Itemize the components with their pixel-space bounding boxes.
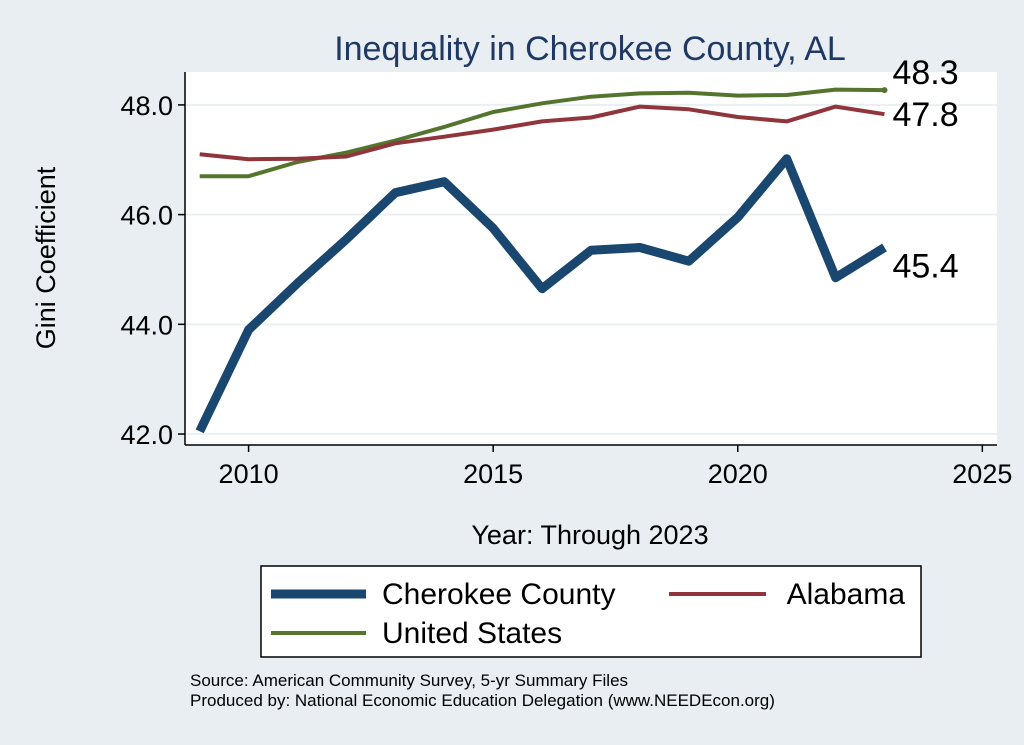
- end-labels: 45.4 47.8 48.3: [892, 54, 958, 285]
- end-label-cherokee-county: 45.4: [892, 248, 958, 286]
- series-group: [195, 87, 888, 434]
- y-tick-label: 42.0: [120, 420, 173, 450]
- x-axis-label: Year: Through 2023: [471, 520, 708, 550]
- series-line-alabama: [199, 104, 885, 162]
- series-line-cherokee-county: [195, 154, 887, 434]
- us-end-marker: [881, 87, 888, 94]
- y-tick-label: 46.0: [120, 201, 173, 231]
- x-tick-label: 2020: [708, 459, 768, 489]
- y-axis-label: Gini Coefficient: [31, 166, 61, 349]
- legend-label-cherokee: Cherokee County: [382, 578, 615, 611]
- source-line-2: Produced by: National Economic Education…: [190, 691, 775, 710]
- y-tick-label: 44.0: [120, 310, 173, 340]
- x-tick-label: 2015: [463, 459, 523, 489]
- end-label-alabama: 47.8: [892, 96, 958, 134]
- legend: [260, 565, 922, 658]
- gridlines: [185, 103, 997, 436]
- legend-label-us: United States: [382, 617, 562, 650]
- x-tick-label: 2010: [219, 459, 279, 489]
- y-tick-label: 48.0: [120, 91, 173, 121]
- end-label-united-states: 48.3: [892, 54, 958, 92]
- chart-title: Inequality in Cherokee County, AL: [334, 30, 846, 68]
- source-line-1: Source: American Community Survey, 5-yr …: [190, 671, 628, 690]
- legend-label-alabama: Alabama: [787, 578, 906, 611]
- x-tick-label: 2025: [952, 459, 1012, 489]
- axes: 42.0 44.0 46.0 48.0 2010 2015 2020 2025: [120, 72, 1012, 489]
